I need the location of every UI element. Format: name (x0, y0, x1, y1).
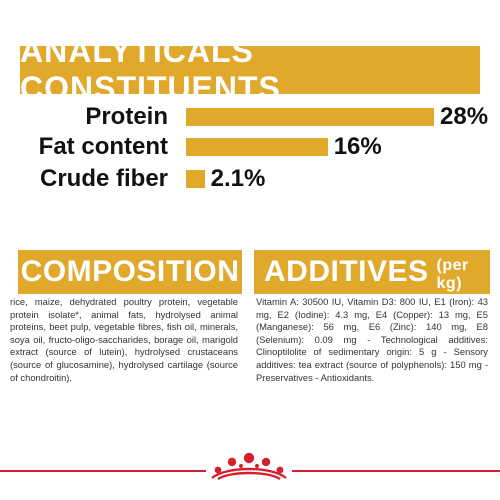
row-value: 2.1% (210, 165, 266, 192)
analytics-row-fiber: Crude fiber 2.1% (0, 162, 500, 196)
analytics-title: ANALYTICALS CONSTITUENTS (20, 33, 281, 106)
footer-line-right (292, 470, 500, 472)
row-label: Fat content (38, 133, 168, 160)
footer-line-left (0, 470, 206, 472)
royal-canin-crown-logo-icon (211, 452, 287, 481)
row-label: Crude fiber (39, 165, 168, 192)
analytics-row-fat: Fat content 16% (0, 130, 500, 164)
composition-banner: COMPOSITION (18, 250, 242, 294)
fat-bar (186, 138, 328, 156)
additives-subtitle: (per kg) (436, 257, 469, 292)
composition-title: COMPOSITION (20, 255, 240, 288)
additives-title: ADDITIVES (264, 255, 429, 288)
fiber-bar (186, 170, 205, 188)
additives-banner: ADDITIVES (per kg) (254, 250, 490, 294)
row-value: 28% (440, 103, 489, 130)
composition-text: rice, maize, dehydrated poultry protein,… (10, 296, 238, 383)
analytics-banner: ANALYTICALS CONSTITUENTS (20, 33, 480, 106)
row-label: Protein (85, 103, 168, 130)
row-value: 16% (333, 133, 382, 160)
additives-text: Vitamin A: 30500 IU, Vitamin D3: 800 IU,… (256, 296, 488, 383)
analytics-row-protein: Protein 28% (0, 100, 500, 134)
protein-bar (186, 108, 434, 126)
